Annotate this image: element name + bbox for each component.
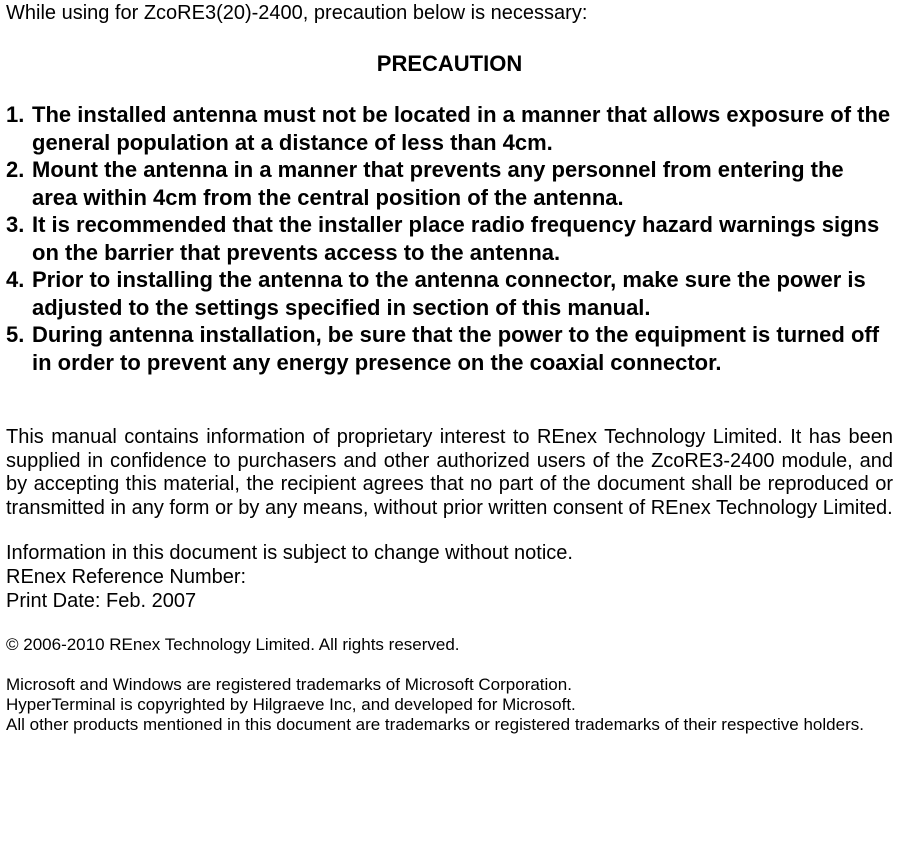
intro-line: While using for ZcoRE3(20)-2400, precaut… xyxy=(6,2,893,25)
precaution-number: 5. xyxy=(6,321,32,376)
precaution-list: 1. The installed antenna must not be loc… xyxy=(6,101,893,376)
precaution-item: 2. Mount the antenna in a manner that pr… xyxy=(6,156,893,211)
proprietary-block: This manual contains information of prop… xyxy=(6,426,893,520)
precaution-item: 5. During antenna installation, be sure … xyxy=(6,321,893,376)
trademark-line: Microsoft and Windows are registered tra… xyxy=(6,675,893,695)
precaution-number: 2. xyxy=(6,156,32,211)
trademark-line: HyperTerminal is copyrighted by Hilgraev… xyxy=(6,695,893,715)
precaution-text: It is recommended that the installer pla… xyxy=(32,211,893,266)
precaution-item: 3. It is recommended that the installer … xyxy=(6,211,893,266)
trademarks-block: Microsoft and Windows are registered tra… xyxy=(6,675,893,735)
precaution-number: 1. xyxy=(6,101,32,156)
precaution-text: The installed antenna must not be locate… xyxy=(32,101,893,156)
precaution-item: 1. The installed antenna must not be loc… xyxy=(6,101,893,156)
print-date-line: Print Date: Feb. 2007 xyxy=(6,590,893,614)
notice-line: Information in this document is subject … xyxy=(6,542,893,566)
reference-number-line: REnex Reference Number: xyxy=(6,566,893,590)
precaution-text: Prior to installing the antenna to the a… xyxy=(32,266,893,321)
precaution-heading: PRECAUTION xyxy=(6,51,893,77)
notice-block: Information in this document is subject … xyxy=(6,542,893,613)
precaution-number: 3. xyxy=(6,211,32,266)
precaution-text: During antenna installation, be sure tha… xyxy=(32,321,893,376)
precaution-item: 4. Prior to installing the antenna to th… xyxy=(6,266,893,321)
document-page: While using for ZcoRE3(20)-2400, precaut… xyxy=(0,2,899,859)
copyright-line: © 2006-2010 REnex Technology Limited. Al… xyxy=(6,635,893,655)
precaution-text: Mount the antenna in a manner that preve… xyxy=(32,156,893,211)
precaution-number: 4. xyxy=(6,266,32,321)
trademark-line: All other products mentioned in this doc… xyxy=(6,715,893,735)
proprietary-paragraph: This manual contains information of prop… xyxy=(6,426,893,520)
